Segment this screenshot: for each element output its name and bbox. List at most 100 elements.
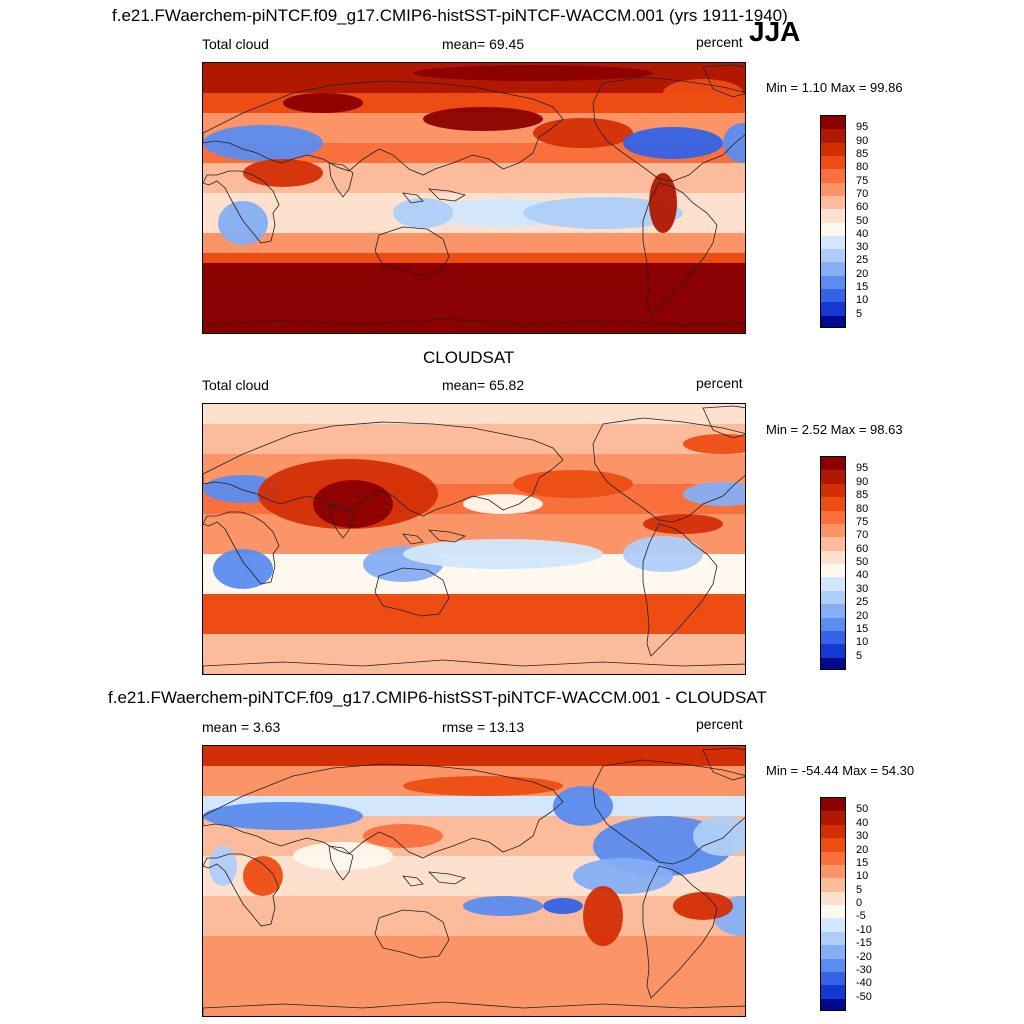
panel1-colorbar <box>820 115 846 328</box>
colorbar-swatch <box>821 798 845 812</box>
colorbar-swatch <box>821 918 845 932</box>
colorbar-tick-label: 5 <box>856 307 863 320</box>
colorbar-tick-label: 40 <box>856 569 869 582</box>
colorbar-tick-label: 95 <box>856 121 869 134</box>
colorbar-swatch <box>821 905 845 919</box>
season-label: JJA <box>749 16 801 47</box>
colorbar-swatch <box>821 998 845 1010</box>
colorbar-swatch <box>821 958 845 972</box>
colorbar-tick-label: 85 <box>856 489 869 502</box>
panel1-mean-label: mean= 69.45 <box>442 36 525 52</box>
colorbar-swatch <box>821 523 845 538</box>
panel1-units-label: percent <box>696 34 743 50</box>
colorbar-tick-label: 50 <box>856 214 869 227</box>
colorbar-tick-label: 90 <box>856 134 869 147</box>
colorbar-tick-label: 5 <box>856 883 863 896</box>
colorbar-tick-label: 15 <box>856 622 869 635</box>
panel2-minmax-label: Min = 2.52 Max = 98.63 <box>766 422 903 437</box>
colorbar-swatch <box>821 169 845 183</box>
colorbar-tick-label: 25 <box>856 254 869 267</box>
colorbar-swatch <box>821 985 845 999</box>
colorbar-swatch <box>821 262 845 276</box>
colorbar-swatch <box>821 824 845 839</box>
colorbar-swatch <box>821 878 845 892</box>
colorbar-swatch <box>821 315 845 327</box>
colorbar-tick-label: 30 <box>856 241 869 254</box>
colorbar-swatch <box>821 811 845 825</box>
colorbar-swatch <box>821 249 845 263</box>
colorbar-swatch <box>821 838 845 852</box>
colorbar-swatch <box>821 644 845 658</box>
colorbar-swatch <box>821 209 845 223</box>
colorbar-tick-label: -30 <box>856 963 872 976</box>
colorbar-swatch <box>821 577 845 591</box>
colorbar-swatch <box>821 129 845 143</box>
colorbar-tick-label: -20 <box>856 950 872 963</box>
colorbar-tick-label: 15 <box>856 281 869 294</box>
colorbar-swatch <box>821 945 845 959</box>
colorbar-swatch <box>821 971 845 986</box>
colorbar-tick-label: 5 <box>856 649 863 662</box>
colorbar-swatch <box>821 590 845 605</box>
colorbar-tick-label: 10 <box>856 294 869 307</box>
panel3-mean-label: mean = 3.63 <box>202 719 281 735</box>
colorbar-swatch <box>821 302 845 316</box>
panel2-map <box>202 403 746 675</box>
colorbar-tick-label: 80 <box>856 502 869 515</box>
colorbar-tick-label: 60 <box>856 201 869 214</box>
colorbar-tick-label: -5 <box>856 910 866 923</box>
colorbar-swatch <box>821 604 845 618</box>
colorbar-swatch <box>821 510 845 524</box>
panel3-units-label: percent <box>696 716 743 732</box>
colorbar-swatch <box>821 657 845 669</box>
panel2-left-label: Total cloud <box>202 377 269 393</box>
colorbar-tick-label: 10 <box>856 870 869 883</box>
colorbar-tick-label: 40 <box>856 816 869 829</box>
panel1-left-label: Total cloud <box>202 36 269 52</box>
colorbar-swatch <box>821 891 845 905</box>
colorbar-swatch <box>821 222 845 236</box>
colorbar-swatch <box>821 457 845 471</box>
colorbar-tick-label: -40 <box>856 977 872 990</box>
colorbar-swatch <box>821 289 845 303</box>
colorbar-tick-label: 30 <box>856 830 869 843</box>
colorbar-swatch <box>821 235 845 250</box>
colorbar-tick-label: 20 <box>856 267 869 280</box>
colorbar-swatch <box>821 617 845 631</box>
figure-title-top: f.e21.FWaerchem-piNTCF.f09_g17.CMIP6-his… <box>112 6 788 25</box>
colorbar-tick-label: 90 <box>856 475 869 488</box>
colorbar-tick-label: -50 <box>856 990 872 1003</box>
colorbar-tick-label: 50 <box>856 803 869 816</box>
colorbar-tick-label: 0 <box>856 897 863 909</box>
panel2-colorbar <box>820 456 846 670</box>
colorbar-tick-label: 75 <box>856 174 869 187</box>
colorbar-tick-label: 10 <box>856 636 869 649</box>
colorbar-tick-label: 40 <box>856 227 869 240</box>
colorbar-swatch <box>821 564 845 578</box>
colorbar-swatch <box>821 116 845 130</box>
colorbar-tick-label: 15 <box>856 856 869 869</box>
panel1-map <box>202 62 746 334</box>
colorbar-swatch <box>821 931 845 946</box>
colorbar-tick-label: 75 <box>856 515 869 528</box>
colorbar-tick-label: 30 <box>856 582 869 595</box>
colorbar-swatch <box>821 537 845 551</box>
panel2-mean-label: mean= 65.82 <box>442 377 525 393</box>
colorbar-swatch <box>821 182 845 196</box>
colorbar-tick-label: -15 <box>856 937 872 950</box>
panel2-units-label: percent <box>696 375 743 391</box>
colorbar-swatch <box>821 470 845 484</box>
colorbar-swatch <box>821 155 845 170</box>
colorbar-swatch <box>821 142 845 156</box>
colorbar-tick-label: 70 <box>856 187 869 200</box>
colorbar-tick-label: 50 <box>856 556 869 568</box>
colorbar-swatch <box>821 195 845 210</box>
figure-title-mid: CLOUDSAT <box>423 348 515 367</box>
colorbar-tick-label: 70 <box>856 529 869 542</box>
colorbar-swatch <box>821 483 845 498</box>
colorbar-tick-label: -10 <box>856 923 872 936</box>
colorbar-swatch <box>821 864 845 879</box>
panel3-minmax-label: Min = -54.44 Max = 54.30 <box>766 763 915 778</box>
colorbar-tick-label: 95 <box>856 462 869 475</box>
panel3-colorbar <box>820 797 846 1011</box>
